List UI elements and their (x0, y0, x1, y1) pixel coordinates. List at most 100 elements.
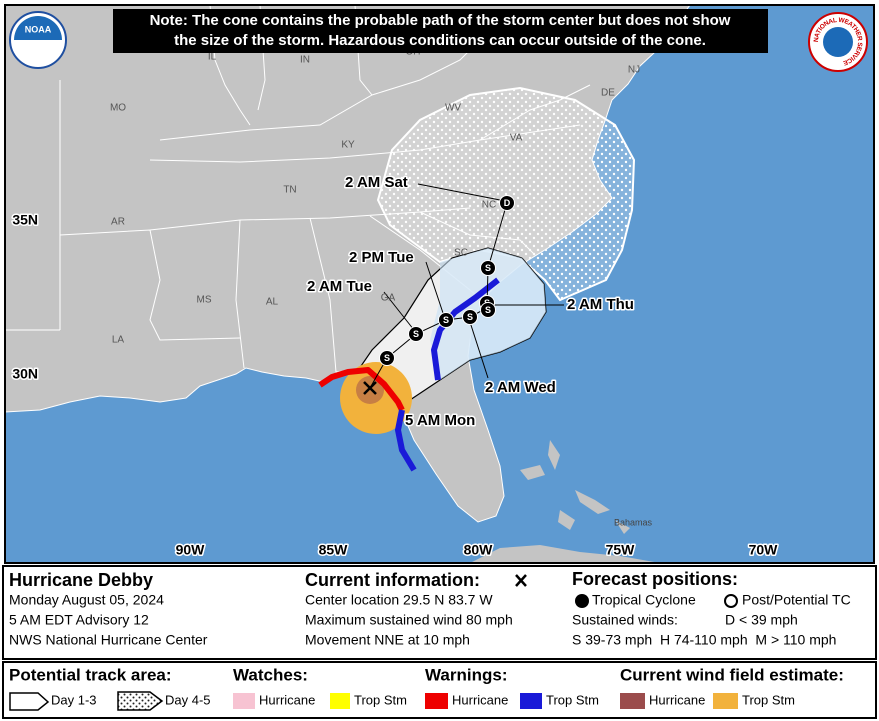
cuba (470, 545, 660, 563)
state-label: SC (454, 248, 468, 259)
forecast-time-label: 2 AM Thu (567, 296, 634, 313)
legend-day13: Day 1-3 (51, 692, 97, 707)
current-line: Movement NNE at 10 mph (305, 632, 470, 648)
map: ILINOHMOKYWVVATNNCARSCMSALGALANJDE35N30N… (5, 5, 874, 563)
forecast-point-label: S (443, 315, 449, 325)
state-label: NC (482, 200, 496, 211)
shape (59, 229, 241, 341)
swatch-hurricane-watch (233, 693, 255, 709)
state-label: IL (208, 52, 217, 63)
legend-watch-item: Trop Stm (354, 692, 407, 707)
wind-field-hurricane (356, 376, 384, 404)
state-label: WV (445, 103, 461, 114)
storm-advisory: 5 AM EDT Advisory 12 (9, 612, 149, 628)
swatch-trop-stm-wind (713, 693, 738, 709)
state-label: IN (300, 55, 310, 66)
state-label: GA (381, 293, 396, 304)
legend-wind: Current wind field estimate: (620, 665, 844, 684)
forecast-point-label: S (485, 263, 491, 273)
hurricane-warning (318, 367, 405, 412)
line (469, 321, 489, 379)
cone-stipple (378, 88, 634, 300)
day13-icon (9, 692, 50, 711)
legend-warnings: Warnings: (425, 665, 507, 684)
forecast-time-label: 2 AM Sat (345, 174, 408, 191)
legend-wind-item: Hurricane (649, 692, 705, 707)
forecast-time-label: 5 AM Mon (405, 412, 475, 429)
swatch-hurricane-warning (425, 693, 448, 709)
state-label: AR (111, 217, 125, 228)
forecast-point (499, 195, 515, 211)
forecast-time-label: 2 PM Tue (349, 249, 414, 266)
state-label: AL (266, 297, 279, 308)
forecast-time-label: 2 AM Wed (485, 379, 556, 396)
info-panel (2, 565, 877, 660)
current-marker-icon (515, 574, 527, 587)
forecast-point (408, 326, 424, 342)
legend-day45: Day 4-5 (165, 692, 211, 707)
swatch-trop-stm-watch (330, 693, 350, 709)
legend-watch-item: Hurricane (259, 692, 315, 707)
storm-date: Monday August 05, 2024 (9, 592, 164, 608)
note-box (113, 9, 768, 53)
forecast-point (438, 312, 454, 328)
swatch-trop-stm-warning (520, 693, 542, 709)
noaa-logo-text: NOAA (25, 24, 52, 34)
shape (520, 465, 545, 480)
forecast-point-label: S (467, 312, 473, 322)
longitude-label: 85W (319, 542, 349, 558)
forecast-time-label: 2 AM Tue (307, 278, 372, 295)
forecast-point (462, 309, 478, 325)
longitude-label: 75W (606, 542, 636, 558)
current-title: Current information: (305, 570, 480, 590)
shape (548, 440, 560, 470)
state-label: KY (341, 140, 355, 151)
bahamas-islands (520, 440, 630, 534)
state-label: LA (112, 335, 125, 346)
forecast-point-label: D (504, 198, 511, 208)
state-label: VA (510, 133, 523, 144)
state-label: MO (110, 103, 126, 114)
shape (235, 219, 245, 369)
forecast-point (480, 260, 496, 276)
shape (615, 520, 630, 534)
day45-icon (117, 691, 164, 711)
nws-logo-center (823, 27, 853, 57)
trop-stm-warning (395, 409, 417, 472)
forecast-point (379, 350, 395, 366)
forecast-point (480, 302, 496, 318)
state-label: MS (197, 295, 212, 306)
longitude-label: 90W (176, 542, 206, 558)
current-position (363, 381, 377, 395)
storm-name: Hurricane Debby (9, 570, 153, 590)
place-label: Bahamas (614, 517, 653, 527)
noaa-logo-top (14, 16, 62, 40)
swatch-hurricane-wind (620, 693, 645, 709)
note-line: Note: The cone contains the probable pat… (150, 12, 731, 29)
longitude-label: 70W (749, 542, 779, 558)
forecast-sustained: Sustained winds: (572, 612, 678, 628)
state-label: NJ (628, 65, 640, 76)
note-line: the size of the storm. Hazardous conditi… (174, 32, 706, 49)
forecast-title: Forecast positions: (572, 569, 738, 589)
map-labels: ILINOHMOKYWVVATNNCARSCMSALGALANJDE35N30N… (11, 47, 780, 560)
longitude-label: 80W (464, 542, 494, 558)
forecast-post: Post/Potential TC (742, 592, 851, 608)
current-line: Maximum sustained wind 80 mph (305, 612, 513, 628)
state-label: TN (283, 185, 296, 196)
legend-warning-item: Trop Stm (546, 692, 599, 707)
legend-wind-item: Trop Stm (742, 692, 795, 707)
shape (159, 39, 481, 141)
forecast-tropical: Tropical Cyclone (592, 592, 696, 608)
shape (575, 490, 610, 514)
tropical-icon (575, 594, 589, 608)
forecast-point-label: S (413, 329, 419, 339)
forecast-depression: D < 39 mph (725, 612, 798, 628)
leader-lines (383, 183, 564, 379)
line (383, 291, 415, 331)
latitude-label: 35N (12, 212, 38, 228)
post-icon (724, 594, 738, 608)
forecast-point-label: S (384, 353, 390, 363)
